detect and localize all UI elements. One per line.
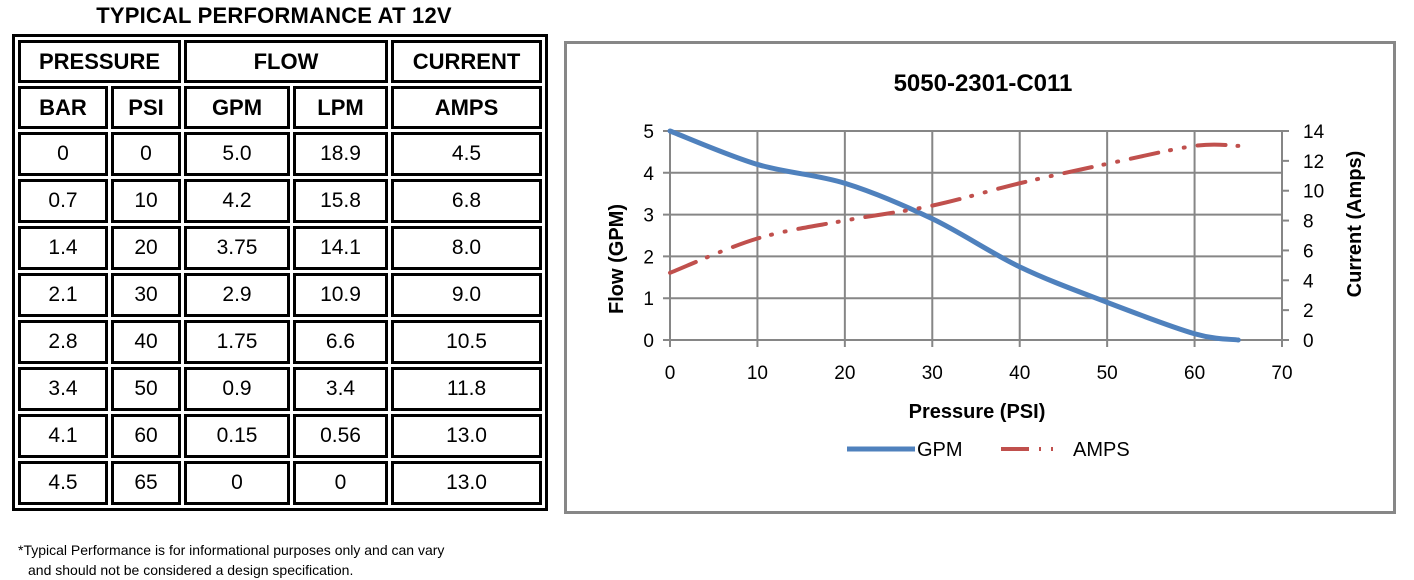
cell-lpm: 18.9 (293, 132, 388, 176)
y2-axis-label: Current (Amps) (1344, 151, 1366, 298)
chart-title: 5050-2301-C011 (894, 70, 1073, 97)
x-tick-label: 10 (747, 363, 768, 384)
cell-psi: 20 (111, 226, 181, 270)
cell-gpm: 3.75 (184, 226, 290, 270)
x-tick-label: 50 (1097, 363, 1118, 384)
performance-table: PRESSURE FLOW CURRENT BAR PSI GPM LPM AM… (12, 34, 548, 511)
series-layer (670, 131, 1238, 340)
column-header-row: BAR PSI GPM LPM AMPS (18, 86, 542, 129)
cell-gpm: 4.2 (184, 179, 290, 223)
y2-tick-label: 10 (1303, 182, 1324, 203)
cell-psi: 10 (111, 179, 181, 223)
cell-lpm: 3.4 (293, 367, 388, 411)
cell-amps: 9.0 (391, 273, 542, 317)
cell-bar: 0 (18, 132, 108, 176)
cell-psi: 50 (111, 367, 181, 411)
footnote-line-2: and should not be considered a design sp… (18, 560, 444, 580)
y-axis-label: Flow (GPM) (606, 204, 628, 314)
legend-amps-label: AMPS (1073, 439, 1130, 461)
y-tick-label: 0 (643, 331, 654, 352)
x-tick-label: 40 (1009, 363, 1030, 384)
legend-gpm-label: GPM (917, 439, 963, 461)
cell-amps: 4.5 (391, 132, 542, 176)
cell-bar: 4.1 (18, 414, 108, 458)
y2-tick-label: 4 (1303, 271, 1314, 292)
column-header-lpm: LPM (293, 86, 388, 129)
column-header-psi: PSI (111, 86, 181, 129)
group-header-pressure: PRESSURE (18, 40, 181, 83)
legend: GPM AMPS (847, 439, 1130, 461)
x-tick-label: 60 (1184, 363, 1205, 384)
cell-lpm: 0 (293, 461, 388, 505)
column-header-amps: AMPS (391, 86, 542, 129)
cell-bar: 3.4 (18, 367, 108, 411)
cell-amps: 8.0 (391, 226, 542, 270)
cell-amps: 10.5 (391, 320, 542, 364)
cell-psi: 60 (111, 414, 181, 458)
cell-gpm: 1.75 (184, 320, 290, 364)
cell-psi: 0 (111, 132, 181, 176)
cell-bar: 4.5 (18, 461, 108, 505)
column-header-gpm: GPM (184, 86, 290, 129)
cell-bar: 0.7 (18, 179, 108, 223)
cell-gpm: 0.15 (184, 414, 290, 458)
cell-amps: 6.8 (391, 179, 542, 223)
cell-lpm: 10.9 (293, 273, 388, 317)
cell-psi: 40 (111, 320, 181, 364)
y2-tick-label: 6 (1303, 241, 1314, 262)
cell-gpm: 0.9 (184, 367, 290, 411)
cell-bar: 2.1 (18, 273, 108, 317)
y-tick-label: 4 (643, 164, 654, 185)
y-tick-label: 1 (643, 289, 654, 310)
x-tick-label: 30 (922, 363, 943, 384)
x-axis-label: Pressure (PSI) (909, 401, 1046, 423)
cell-gpm: 2.9 (184, 273, 290, 317)
cell-amps: 11.8 (391, 367, 542, 411)
footnote-line-1: *Typical Performance is for informationa… (18, 542, 444, 558)
cell-amps: 13.0 (391, 414, 542, 458)
y2-tick-label: 14 (1303, 122, 1325, 143)
column-header-bar: BAR (18, 86, 108, 129)
y2-tick-label: 12 (1303, 152, 1324, 173)
cell-gpm: 5.0 (184, 132, 290, 176)
cell-amps: 13.0 (391, 461, 542, 505)
cell-lpm: 0.56 (293, 414, 388, 458)
cell-bar: 2.8 (18, 320, 108, 364)
y2-tick-label: 8 (1303, 212, 1314, 233)
x-tick-label: 20 (834, 363, 855, 384)
y-tick-label: 5 (643, 122, 654, 143)
group-header-row: PRESSURE FLOW CURRENT (18, 40, 542, 83)
footnote: *Typical Performance is for informationa… (18, 540, 444, 580)
cell-psi: 30 (111, 273, 181, 317)
cell-bar: 1.4 (18, 226, 108, 270)
cell-lpm: 15.8 (293, 179, 388, 223)
series-line-gpm (670, 131, 1238, 340)
group-header-flow: FLOW (184, 40, 388, 83)
table-title: TYPICAL PERFORMANCE AT 12V (14, 3, 534, 29)
cell-psi: 65 (111, 461, 181, 505)
cell-lpm: 14.1 (293, 226, 388, 270)
y2-tick-label: 0 (1303, 331, 1314, 352)
cell-gpm: 0 (184, 461, 290, 505)
y-tick-label: 2 (643, 247, 654, 268)
cell-lpm: 6.6 (293, 320, 388, 364)
x-tick-label: 0 (665, 363, 676, 384)
y2-tick-label: 2 (1303, 301, 1314, 322)
x-tick-label: 70 (1271, 363, 1292, 384)
y-tick-label: 3 (643, 206, 654, 227)
group-header-current: CURRENT (391, 40, 542, 83)
